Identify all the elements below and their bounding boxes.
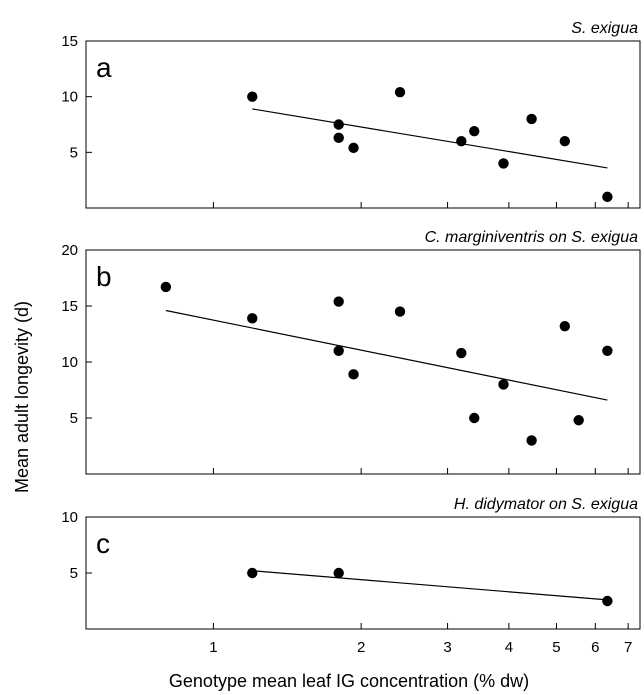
trend-line [252, 108, 608, 169]
data-point [602, 345, 613, 356]
data-point [573, 415, 584, 426]
data-point [559, 136, 571, 147]
x-tick-label: 3 [443, 639, 451, 656]
panel-c: 5 10 1 2 3 4 5 6 7 H. didymator on S. exigua c [61, 496, 641, 656]
panel-title: H. didymator on S. exigua [454, 496, 638, 513]
x-tick-label: 2 [357, 639, 365, 656]
y-tick-label: 10 [61, 354, 78, 371]
data-point [247, 567, 258, 579]
data-point [348, 369, 359, 380]
data-point [526, 113, 537, 125]
y-axis-title: Mean adult longevity (d) [12, 301, 32, 493]
data-point [456, 136, 467, 147]
x-tick-label: 4 [505, 639, 513, 656]
data-point [394, 306, 406, 317]
x-tick-label: 5 [552, 639, 560, 656]
data-point [333, 345, 344, 356]
panel-title: S. exigua [571, 20, 638, 37]
data-point [602, 595, 613, 607]
data-point [456, 347, 467, 359]
panel-letter: a [96, 52, 112, 83]
data-point [602, 191, 613, 203]
panel-title: C. marginiventris on S. exigua [425, 229, 639, 246]
data-point [247, 91, 258, 102]
x-tick-label: 7 [624, 639, 632, 656]
y-tick-label: 5 [70, 410, 78, 427]
y-tick-label: 5 [70, 565, 78, 582]
data-point [348, 142, 359, 154]
y-tick-label: 20 [61, 242, 78, 259]
data-point [247, 313, 258, 324]
y-tick-label: 15 [61, 33, 78, 50]
data-point [469, 125, 480, 137]
y-tick-label: 10 [61, 509, 78, 526]
data-point [333, 296, 344, 307]
y-tick-label: 10 [61, 89, 78, 106]
trend-line [252, 570, 608, 601]
x-tick-label: 6 [591, 639, 599, 656]
data-point [394, 87, 406, 98]
data-point [559, 320, 571, 332]
x-tick-label: 1 [209, 639, 217, 656]
panel-letter: b [96, 261, 112, 292]
data-point [333, 132, 344, 144]
x-axis-title: Genotype mean leaf IG concentration (% d… [169, 671, 529, 691]
panel-frame [85, 516, 641, 630]
panel-letter: c [96, 528, 110, 559]
data-point [333, 567, 344, 579]
y-tick-label: 15 [61, 298, 78, 315]
panel-b: 5 10 15 20 C. marginiventris on S. exigua b [61, 229, 641, 475]
data-point [469, 412, 480, 424]
data-point [498, 379, 509, 390]
data-point [160, 281, 172, 293]
data-point [333, 119, 344, 130]
panel-a: 5 10 15 S. exigua a [61, 20, 641, 209]
data-point [526, 435, 537, 446]
data-point [498, 158, 509, 169]
panel-frame [85, 40, 641, 209]
y-tick-label: 5 [70, 144, 78, 161]
trend-line [165, 309, 608, 401]
